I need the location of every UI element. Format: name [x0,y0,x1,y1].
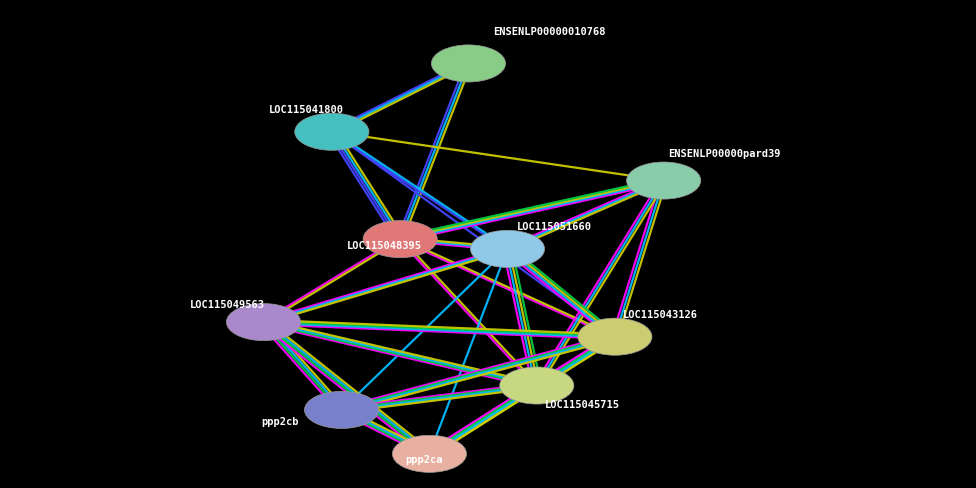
Text: LOC115051660: LOC115051660 [517,222,592,232]
Circle shape [470,230,545,267]
Text: ppp2cb: ppp2cb [262,417,299,427]
Circle shape [500,367,574,404]
Circle shape [226,304,301,341]
Circle shape [305,391,379,428]
Text: ppp2ca: ppp2ca [405,455,442,465]
Text: LOC115048395: LOC115048395 [346,242,422,251]
Text: LOC115049563: LOC115049563 [190,300,265,310]
Text: LOC115041800: LOC115041800 [268,105,344,115]
Circle shape [392,435,467,472]
Circle shape [363,221,437,258]
Text: ENSENLP00000pard39: ENSENLP00000pard39 [669,149,781,159]
Circle shape [627,162,701,199]
Circle shape [578,318,652,355]
Text: ENSENLP00000010768: ENSENLP00000010768 [493,27,605,37]
Circle shape [295,113,369,150]
Text: LOC115045715: LOC115045715 [545,400,620,410]
Circle shape [431,45,506,82]
Text: LOC115043126: LOC115043126 [623,310,698,320]
